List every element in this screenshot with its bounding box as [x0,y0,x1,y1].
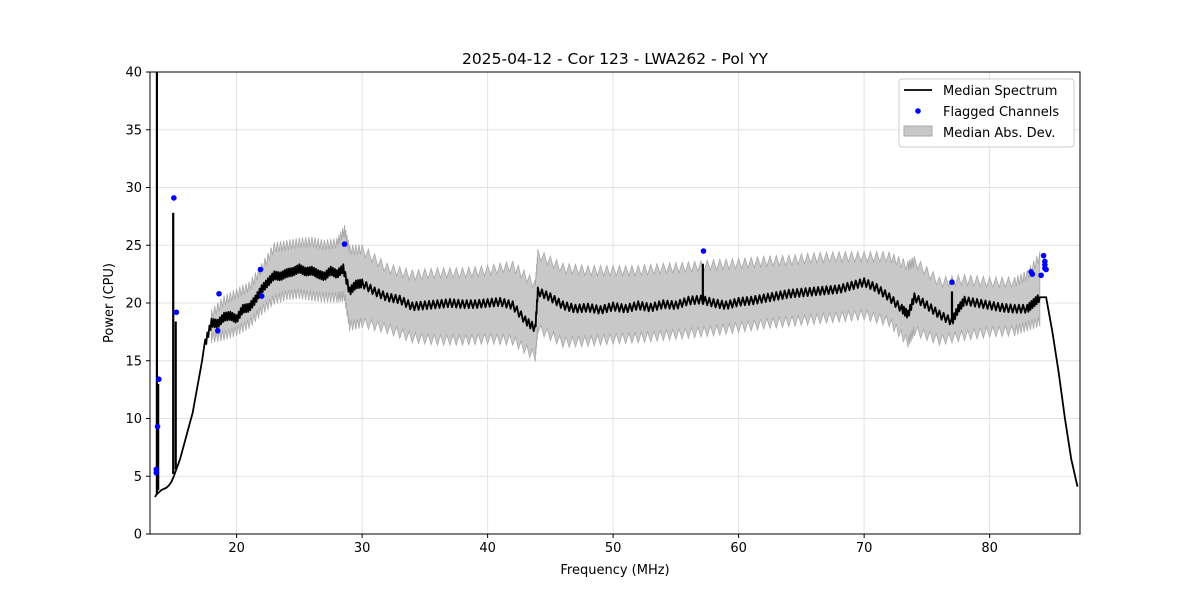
legend-point-swatch [915,108,921,114]
y-tick-label: 30 [125,181,142,196]
flagged-channel-point [257,266,264,273]
flagged-channel-point [1043,266,1049,273]
x-tick-label: 30 [354,541,371,556]
flagged-channel-point [258,293,265,299]
legend-label-mad: Median Abs. Dev. [943,126,1055,141]
x-tick-label: 60 [730,541,747,556]
flagged-channel-point [155,376,162,383]
legend: Median Spectrum Flagged Channels Median … [898,78,1075,148]
y-tick-label: 15 [125,354,142,369]
x-tick-label: 40 [479,541,496,556]
flagged-channel-point [154,423,161,430]
flagged-channel-point [171,195,177,201]
x-axis-ticks: 20 30 40 50 60 70 80 [228,534,998,556]
legend-patch-swatch [903,125,933,137]
flagged-channel-point [216,290,222,297]
flagged-channel-point [700,248,707,254]
mad-band-area [211,225,1041,362]
y-axis-ticks: 0 5 10 15 20 25 30 35 40 [125,66,150,543]
spike-layer [155,72,954,494]
median-line-layer [154,263,1079,498]
flagged-channel-point [1040,252,1047,259]
flagged-channel-point [173,309,180,316]
y-tick-label: 10 [125,412,142,427]
y-tick-label: 0 [134,528,142,543]
x-tick-label: 50 [605,541,622,556]
flagged-channel-point [153,466,160,473]
mad-band-layer [211,225,1041,362]
y-tick-label: 25 [125,239,142,254]
flagged-channel-point [949,279,955,286]
y-axis-label: Power (CPU) [102,263,117,343]
x-axis-label: Frequency (MHz) [560,563,669,578]
y-tick-label: 35 [125,123,142,138]
x-tick-label: 20 [228,541,245,556]
legend-label-median: Median Spectrum [943,84,1057,99]
y-tick-label: 5 [134,470,142,485]
flagged-channel-point [1038,272,1044,279]
x-tick-label: 80 [981,541,998,556]
x-tick-label: 70 [856,541,873,556]
legend-label-flagged: Flagged Channels [943,105,1059,120]
y-tick-label: 40 [125,66,142,81]
legend-box [898,78,1075,148]
y-tick-label: 20 [125,297,142,312]
flagged-channel-point [214,327,221,334]
flagged-points-layer [153,195,1049,476]
flagged-channel-point [341,241,348,247]
chart-title: 2025-04-12 - Cor 123 - LWA262 - Pol YY [462,50,768,68]
flagged-channel-point [1029,271,1036,277]
median-spectrum-line [154,263,1079,498]
